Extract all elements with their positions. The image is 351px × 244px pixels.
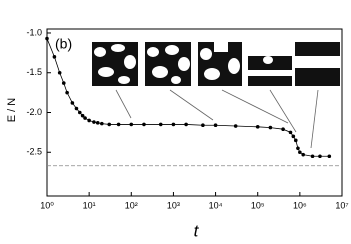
data-point [301, 152, 305, 157]
panel-label: (b) [55, 36, 72, 52]
data-point [57, 70, 62, 75]
snapshots [92, 42, 340, 86]
data-point [291, 134, 296, 139]
x-tick-label: 10⁵ [251, 200, 265, 210]
y-tick-label: -2.5 [26, 147, 42, 157]
data-point [92, 120, 96, 124]
data-point [171, 122, 176, 127]
data-point [100, 121, 104, 126]
data-point [95, 121, 100, 125]
data-point [296, 146, 300, 151]
data-point [87, 118, 91, 123]
x-tick-label: 10⁷ [335, 200, 348, 210]
x-axis-label: t [194, 221, 200, 240]
data-point [201, 123, 205, 128]
data-point [293, 138, 298, 143]
y-tick-label: -1.0 [26, 27, 42, 37]
data-point [288, 130, 293, 135]
y-axis-label: E / N [6, 98, 18, 123]
data-point [184, 122, 188, 127]
data-point [107, 122, 112, 127]
snapshot [92, 42, 138, 86]
data-point [129, 122, 134, 127]
data-point [298, 150, 302, 155]
data-point [52, 55, 57, 59]
data-point [45, 36, 49, 41]
data-point [255, 125, 260, 129]
data-point [327, 154, 332, 159]
snapshot [145, 42, 191, 86]
data-point [281, 127, 285, 131]
y-tick-label: -2.0 [26, 107, 42, 117]
data-point [77, 110, 82, 115]
data-point [116, 122, 121, 127]
arrows [115, 89, 319, 149]
data-point [80, 113, 85, 118]
data-point [233, 124, 238, 128]
data-point [318, 154, 322, 159]
snapshot [295, 42, 340, 86]
data-point [65, 90, 69, 95]
x-tick-label: 10² [125, 200, 138, 210]
x-tick-label: 10³ [167, 200, 180, 210]
data-point [142, 122, 146, 127]
data-point [83, 116, 87, 120]
data-point [310, 154, 315, 159]
data-point [268, 125, 273, 130]
snapshot [198, 42, 242, 86]
data-point [213, 123, 218, 128]
y-tick-label: -1.5 [26, 67, 42, 77]
data-point [74, 106, 79, 111]
x-tick-label: 10⁰ [40, 200, 54, 210]
snapshot [248, 42, 292, 86]
x-tick-label: 10¹ [83, 200, 96, 210]
x-tick-label: 10⁴ [209, 200, 223, 210]
data-point [61, 81, 66, 85]
data-point [158, 122, 163, 127]
data-point [70, 101, 75, 105]
x-tick-label: 10⁶ [293, 200, 307, 210]
